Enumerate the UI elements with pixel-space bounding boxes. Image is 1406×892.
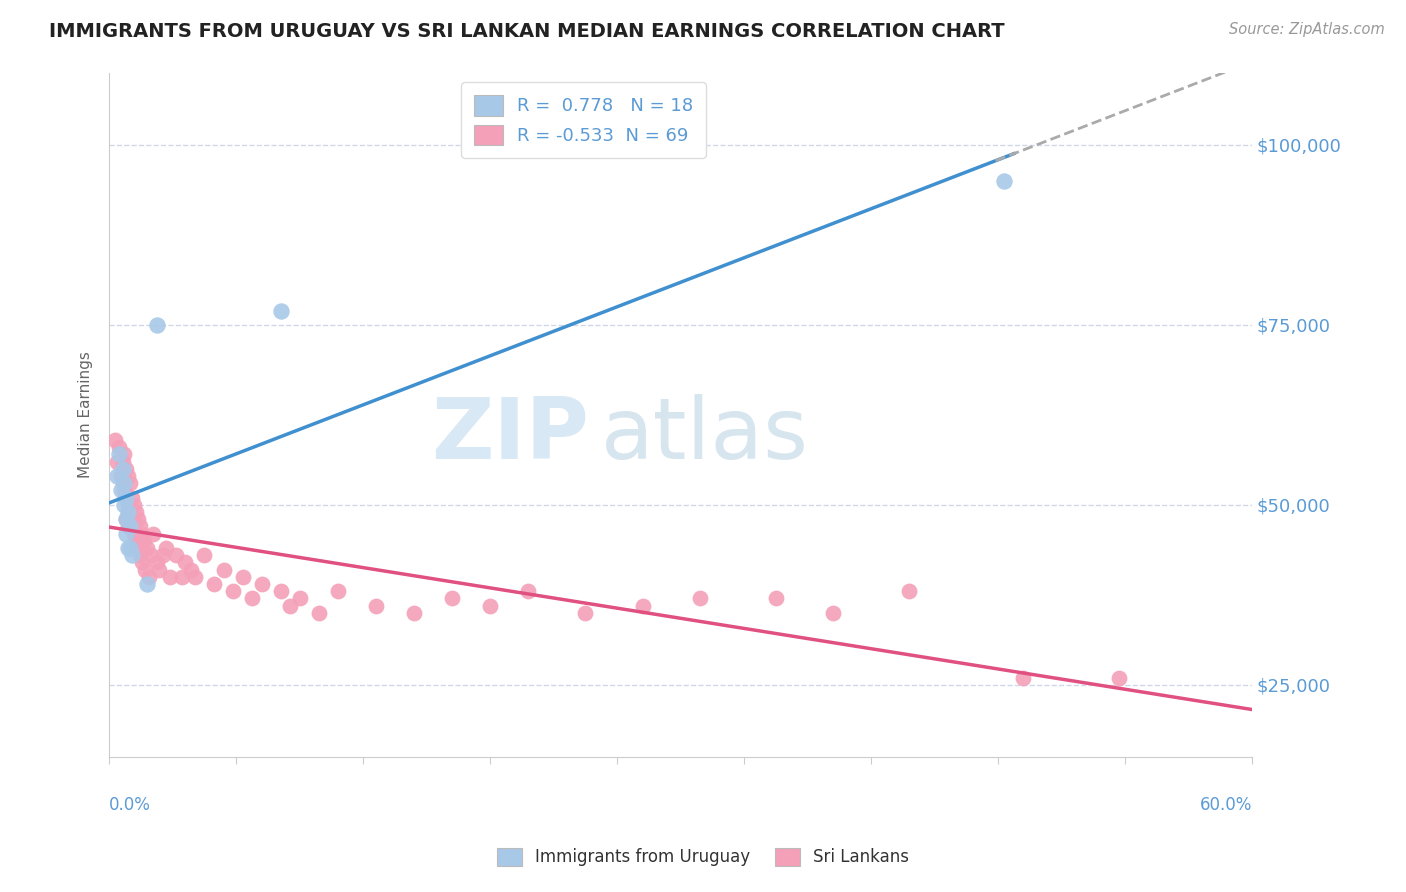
Point (122, 526, 145, 541)
Point (148, 563, 170, 577)
Point (159, 570, 181, 584)
Point (105, 455, 128, 469)
Point (132, 533, 155, 548)
Point (131, 556, 153, 570)
Point (115, 491, 138, 505)
Point (270, 303, 292, 318)
Point (115, 491, 138, 505)
Point (121, 512, 143, 526)
Point (120, 541, 142, 555)
Point (821, 606, 844, 620)
Point (134, 563, 156, 577)
Point (120, 519, 142, 533)
Point (114, 476, 136, 491)
Point (326, 584, 349, 599)
Point (240, 591, 263, 606)
Point (152, 548, 174, 562)
Point (114, 498, 136, 512)
Point (174, 556, 197, 570)
Text: atlas: atlas (600, 394, 808, 477)
Point (115, 526, 138, 541)
Point (202, 577, 225, 591)
Point (115, 512, 138, 526)
Point (146, 556, 169, 570)
Point (114, 448, 136, 462)
Point (689, 591, 711, 606)
Point (111, 455, 134, 469)
Text: IMMIGRANTS FROM URUGUAY VS SRI LANKAN MEDIAN EARNINGS CORRELATION CHART: IMMIGRANTS FROM URUGUAY VS SRI LANKAN ME… (49, 22, 1005, 41)
Point (117, 541, 139, 555)
Point (364, 599, 387, 613)
Point (184, 570, 207, 584)
Point (111, 476, 134, 491)
Point (517, 584, 540, 599)
Point (117, 469, 139, 483)
Point (111, 462, 134, 476)
Point (127, 541, 149, 555)
Point (1108, 671, 1130, 685)
Point (125, 505, 148, 519)
Point (121, 491, 143, 505)
Point (222, 584, 245, 599)
Point (107, 440, 129, 454)
Point (1012, 671, 1035, 685)
Point (120, 505, 142, 519)
Text: 60.0%: 60.0% (1199, 797, 1253, 814)
Point (165, 548, 187, 562)
Legend: R =  0.778   N = 18, R = -0.533  N = 69: R = 0.778 N = 18, R = -0.533 N = 69 (461, 82, 706, 158)
Point (170, 570, 193, 584)
Text: Source: ZipAtlas.com: Source: ZipAtlas.com (1229, 22, 1385, 37)
Point (142, 526, 165, 541)
Point (212, 563, 235, 577)
Point (131, 526, 153, 541)
Point (114, 483, 136, 498)
Point (107, 448, 129, 462)
Point (120, 476, 142, 491)
Point (278, 599, 301, 613)
Point (104, 433, 127, 447)
Point (898, 584, 921, 599)
Point (146, 318, 169, 332)
Point (250, 577, 273, 591)
Point (441, 591, 464, 606)
Point (136, 541, 159, 555)
Point (141, 548, 163, 562)
Text: 0.0%: 0.0% (110, 797, 150, 814)
Point (125, 533, 148, 548)
Point (110, 483, 132, 498)
Point (193, 548, 215, 562)
Point (121, 548, 143, 562)
Point (136, 577, 159, 591)
Point (288, 591, 311, 606)
Point (270, 584, 292, 599)
Point (128, 548, 150, 562)
Point (117, 498, 139, 512)
Point (479, 599, 502, 613)
Y-axis label: Median Earnings: Median Earnings (79, 351, 93, 478)
Point (138, 570, 160, 584)
Point (993, 174, 1015, 188)
Point (308, 606, 330, 620)
Point (110, 469, 132, 483)
Point (128, 519, 150, 533)
Point (117, 505, 139, 519)
Text: ZIP: ZIP (432, 394, 589, 477)
Point (574, 606, 596, 620)
Point (155, 541, 177, 555)
Point (765, 591, 787, 606)
Point (117, 519, 139, 533)
Point (115, 462, 138, 476)
Point (122, 498, 145, 512)
Point (232, 570, 254, 584)
Point (631, 599, 654, 613)
Point (127, 512, 149, 526)
Legend: Immigrants from Uruguay, Sri Lankans: Immigrants from Uruguay, Sri Lankans (489, 841, 917, 873)
Point (402, 606, 425, 620)
Point (115, 512, 138, 526)
Point (180, 563, 202, 577)
Point (105, 469, 128, 483)
